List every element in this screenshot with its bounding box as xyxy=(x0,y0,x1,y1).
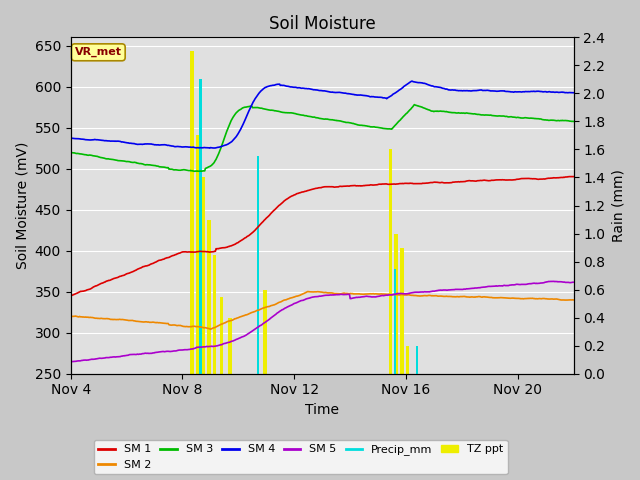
X-axis label: Time: Time xyxy=(305,403,339,417)
Bar xyxy=(388,149,392,374)
Bar xyxy=(190,51,194,374)
Title: Soil Moisture: Soil Moisture xyxy=(269,15,376,33)
Bar xyxy=(196,135,200,374)
Legend: SM 1, SM 2, SM 3, SM 4, SM 5, Precip_mm, TZ ppt: SM 1, SM 2, SM 3, SM 4, SM 5, Precip_mm,… xyxy=(94,440,508,474)
Bar xyxy=(257,156,259,374)
Bar xyxy=(220,297,223,374)
Text: VR_met: VR_met xyxy=(75,47,122,58)
Bar xyxy=(200,79,202,374)
Bar xyxy=(228,318,232,374)
Bar xyxy=(207,219,211,374)
Bar xyxy=(202,178,205,374)
Bar xyxy=(416,346,418,374)
Bar xyxy=(400,248,404,374)
Bar xyxy=(212,254,216,374)
Bar xyxy=(394,234,398,374)
Bar xyxy=(263,289,267,374)
Bar xyxy=(406,346,409,374)
Y-axis label: Rain (mm): Rain (mm) xyxy=(611,169,625,242)
Y-axis label: Soil Moisture (mV): Soil Moisture (mV) xyxy=(15,142,29,269)
Bar xyxy=(394,269,396,374)
